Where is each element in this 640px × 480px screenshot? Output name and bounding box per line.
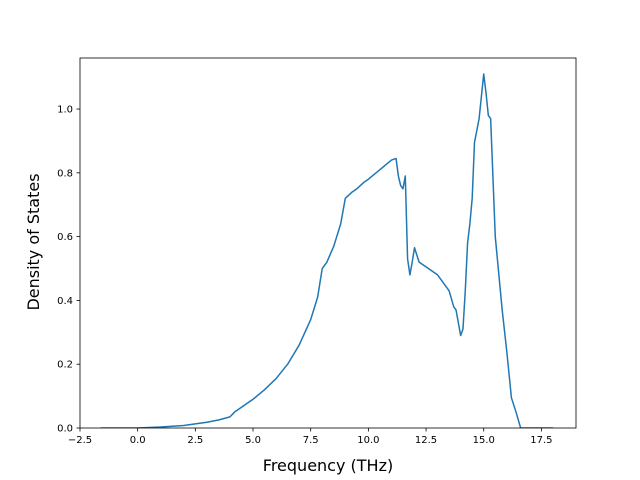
y-tick-label: 0.8 [57, 168, 73, 179]
y-tick-label: 0.2 [57, 360, 73, 371]
y-axis-label: Density of States [24, 173, 43, 310]
x-axis-label: Frequency (THz) [263, 456, 393, 475]
x-tick-label: 12.5 [415, 435, 437, 446]
y-tick-label: 1.0 [57, 105, 73, 116]
axes-frame [79, 57, 577, 429]
y-tick-label: 0.4 [57, 296, 73, 307]
x-tick-label: 15.0 [473, 435, 495, 446]
dos-series-line-0 [100, 73, 553, 428]
x-tick-label: 5.0 [245, 435, 261, 446]
x-tick-label: 0.0 [130, 435, 146, 446]
plot-area [79, 57, 577, 429]
y-tick-label: 0.6 [57, 232, 73, 243]
x-tick-label: 10.0 [357, 435, 379, 446]
x-tick-label: −2.5 [68, 435, 92, 446]
axis-ticks: −2.5 0.0 2.5 5.0 7.5 10.0 12.5 15.0 17.50.00.20.… [57, 105, 552, 446]
y-tick-label: 0.0 [57, 424, 73, 435]
x-tick-label: 2.5 [187, 435, 203, 446]
x-tick-label: 17.5 [530, 435, 552, 446]
x-tick-label: 7.5 [303, 435, 319, 446]
